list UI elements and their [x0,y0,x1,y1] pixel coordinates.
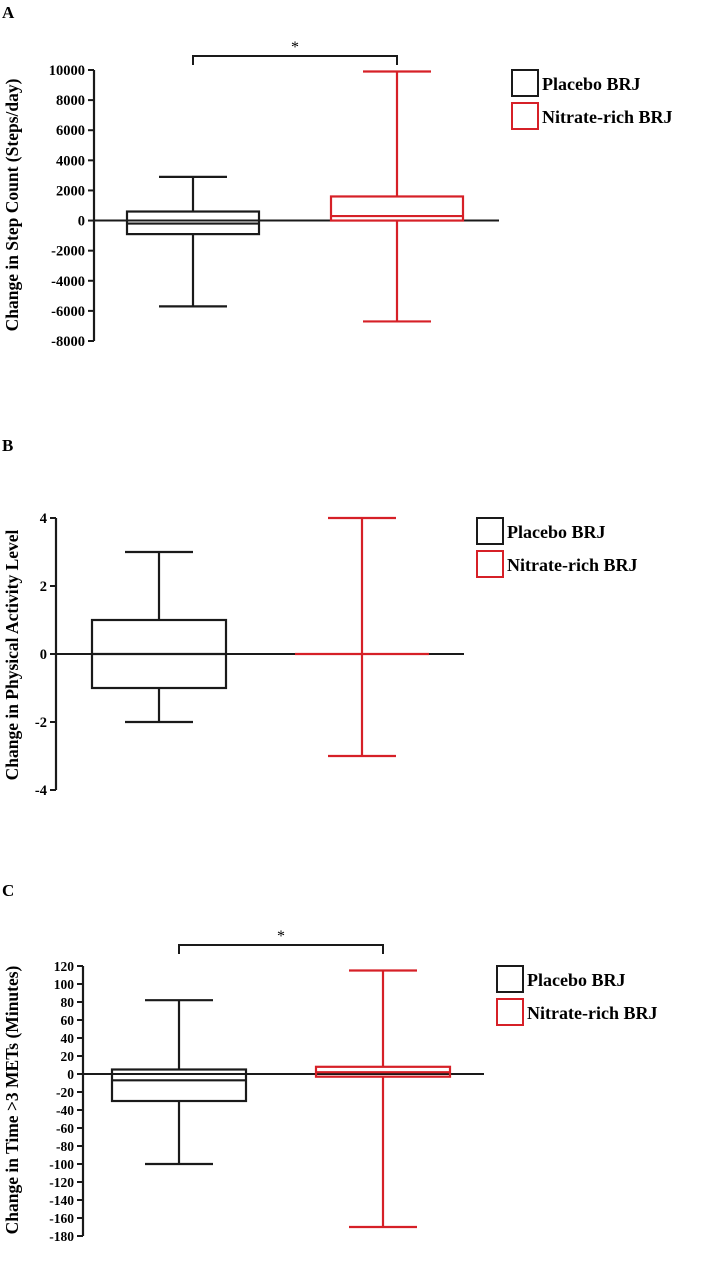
box-placebo [110,999,248,1166]
y-tick-label: 4000 [56,153,85,169]
y-tick-label: -20 [56,1085,74,1100]
y-tick-label: -2000 [51,244,85,260]
panel-a: A Change in Step Count (Steps/day) -8000… [2,3,672,350]
y-tick-label: -100 [49,1157,74,1172]
significance-bracket: * [178,928,384,954]
legend-label-placebo: Placebo BRJ [507,522,606,542]
legend-label-placebo: Placebo BRJ [527,970,626,990]
y-tick-label: 80 [61,995,75,1010]
y-tick-label: 2000 [56,183,85,199]
y-tick-label: -6000 [51,304,85,320]
significance-bracket: * [192,39,398,65]
y-tick-label: -140 [49,1193,74,1208]
y-tick-label: 0 [40,647,47,663]
box-placebo [125,175,261,308]
significance-star: * [277,928,285,945]
legend-label-nitrate: Nitrate-rich BRJ [542,107,672,127]
boxes [110,969,452,1229]
y-tick-label: 8000 [56,93,85,109]
y-tick-label: 0 [78,214,85,230]
y-tick-label: 100 [54,977,75,992]
y-tick-label: 120 [54,959,75,974]
y-tick-label: -180 [49,1229,74,1244]
y-tick-label: 10000 [49,63,85,79]
box-nitrate [295,516,429,758]
box-placebo [90,550,228,724]
y-ticks: -4 -2 0 2 4 [35,511,56,799]
y-tick-label: 40 [61,1031,75,1046]
box-nitrate [314,969,452,1229]
bracket-line [178,944,384,954]
y-tick-label: -120 [49,1175,74,1190]
legend-label-nitrate: Nitrate-rich BRJ [527,1003,657,1023]
legend: Placebo BRJ Nitrate-rich BRJ [511,69,672,130]
y-tick-label: 20 [61,1049,75,1064]
boxes [90,516,429,758]
legend-swatch-placebo [511,69,539,97]
legend-label-placebo: Placebo BRJ [542,74,641,94]
panel-c: C Change in Time >3 METs (Minutes) -180-… [2,881,657,1244]
legend-swatch-nitrate [476,550,504,578]
boxes [125,70,465,323]
y-tick-label: -8000 [51,334,85,350]
significance-star: * [291,39,299,56]
y-tick-label: -4 [35,783,47,799]
y-tick-label: -60 [56,1121,74,1136]
y-tick-label: -160 [49,1211,74,1226]
panel-letter: B [2,436,13,455]
y-tick-label: 2 [40,579,47,595]
legend-swatch-placebo [496,965,524,993]
legend-swatch-nitrate [496,998,524,1026]
legend: Placebo BRJ Nitrate-rich BRJ [476,517,637,578]
y-tick-label: 4 [40,511,47,527]
panel-b: B Change in Physical Activity Level -4 -2… [2,436,637,799]
y-axis-label: Change in Physical Activity Level [2,529,22,780]
y-tick-label: 6000 [56,123,85,139]
legend: Placebo BRJ Nitrate-rich BRJ [496,965,657,1026]
legend-swatch-placebo [476,517,504,545]
iqr-box [110,1068,248,1103]
iqr-box [329,195,465,222]
legend-swatch-nitrate [511,102,539,130]
y-tick-label: -80 [56,1139,74,1154]
y-tick-label: -40 [56,1103,74,1118]
y-tick-label: 60 [61,1013,75,1028]
y-tick-label: 0 [67,1067,74,1082]
y-axis-label: Change in Time >3 METs (Minutes) [2,965,22,1234]
box-nitrate [329,70,465,323]
y-tick-label: -2 [35,715,47,731]
panel-letter: A [2,3,15,22]
bracket-line [192,55,398,65]
legend-label-nitrate: Nitrate-rich BRJ [507,555,637,575]
y-axis-label: Change in Step Count (Steps/day) [2,78,22,331]
y-ticks: -180 -160 -140 -120 -100 -80 -60 -40 -20 0 20 40 60 8… [49,959,83,1244]
y-tick-label: -4000 [51,274,85,290]
panel-letter: C [2,881,14,900]
y-ticks: -8000 -6000 -4000 -2000 0 2000 4000 6000 8000 100… [49,63,94,350]
